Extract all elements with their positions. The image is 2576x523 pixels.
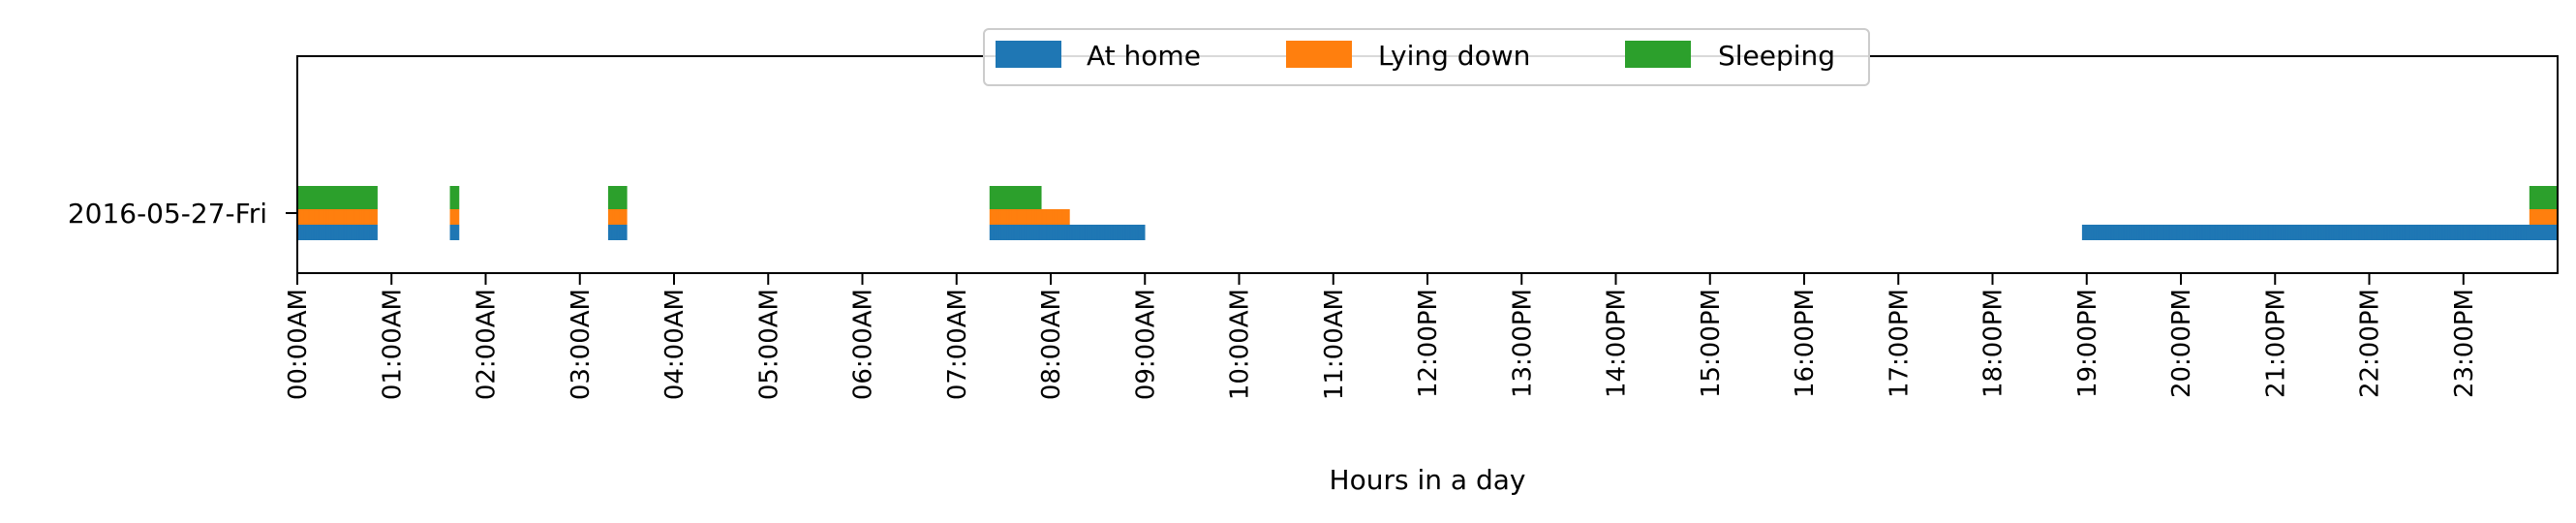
bar-lying-down: [374, 209, 378, 225]
x-tick-label: 16:00PM: [1791, 289, 1820, 398]
x-tick-label: 21:00PM: [2261, 289, 2290, 398]
x-tick-label: 03:00AM: [567, 289, 596, 400]
x-tick-label: 08:00AM: [1037, 289, 1066, 400]
x-tick-label: 06:00AM: [849, 289, 878, 400]
bar-sleeping: [374, 186, 378, 209]
legend-item-sleeping: Sleeping: [1625, 40, 1835, 72]
x-tick-label: 18:00PM: [1979, 289, 2009, 398]
bar-lying-down: [624, 209, 628, 225]
bar-at-home: [2529, 225, 2558, 240]
x-tick-label: 14:00PM: [1603, 289, 1632, 398]
legend-label-lying-down: Lying down: [1378, 40, 1530, 72]
bar-sleeping: [1038, 186, 1042, 209]
x-tick-label: 17:00PM: [1885, 289, 1914, 398]
x-tick-label: 15:00PM: [1697, 289, 1726, 398]
x-tick-label: 13:00PM: [1508, 289, 1537, 398]
x-tick-label: 07:00AM: [943, 289, 972, 400]
legend: At home Lying down Sleeping: [983, 28, 1870, 86]
bar-sleeping: [449, 186, 460, 209]
bar-sleeping: [624, 186, 628, 209]
bar-lying-down: [2529, 209, 2558, 225]
x-axis: 00:00AM 01:00AM 02:00AM 03:00AM 04:00AM 05:00…: [284, 273, 2479, 400]
legend-swatch-sleeping: [1625, 41, 1691, 68]
bar-lying-down: [449, 209, 460, 225]
bar-at-home: [2526, 225, 2530, 240]
bar-sleeping: [2529, 186, 2558, 209]
bar-at-home: [449, 225, 460, 240]
x-tick-label: 04:00AM: [660, 289, 690, 400]
legend-label-sleeping: Sleeping: [1718, 40, 1835, 72]
x-tick-label: 02:00AM: [473, 289, 502, 400]
y-tick-label: 2016-05-27-Fri: [68, 198, 267, 230]
y-axis: 2016-05-27-Fri: [68, 198, 297, 230]
bar-at-home: [1142, 225, 1146, 240]
x-tick-label: 01:00AM: [378, 289, 407, 400]
x-tick-label: 11:00AM: [1320, 289, 1349, 400]
bars-layer: [297, 186, 2558, 240]
legend-swatch-lying-down: [1286, 41, 1352, 68]
plot-frame: [296, 55, 2559, 274]
x-tick-label: 23:00PM: [2450, 289, 2479, 398]
legend-swatch-at-home: [996, 41, 1061, 68]
legend-item-lying-down: Lying down: [1286, 40, 1530, 72]
bar-lying-down: [1066, 209, 1070, 225]
x-tick-label: 10:00AM: [1226, 289, 1255, 400]
bar-at-home: [624, 225, 628, 240]
legend-item-at-home: At home: [996, 40, 1201, 72]
legend-label-at-home: At home: [1087, 40, 1201, 72]
x-tick-label: 19:00PM: [2073, 289, 2102, 398]
x-tick-label: 22:00PM: [2356, 289, 2385, 398]
x-tick-label: 00:00AM: [284, 289, 313, 400]
x-tick-label: 09:00AM: [1131, 289, 1160, 400]
x-tick-label: 20:00PM: [2167, 289, 2196, 398]
bar-at-home: [374, 225, 378, 240]
x-tick-label: 05:00AM: [754, 289, 783, 400]
x-tick-label: 12:00PM: [1414, 289, 1443, 398]
x-axis-label: Hours in a day: [1330, 464, 1526, 496]
